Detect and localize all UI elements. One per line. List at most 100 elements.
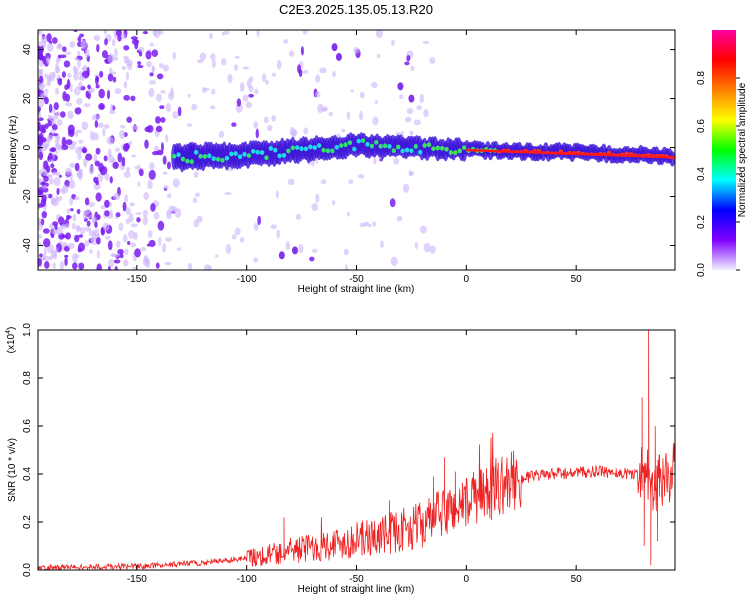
spectrogram-noise-blob: [47, 174, 53, 178]
spectrogram-noise-blob: [94, 75, 99, 85]
spectrogram-band-core: [185, 158, 190, 164]
spectrogram-noise-blob: [283, 39, 289, 44]
spectrogram-noise-blob: [242, 94, 249, 102]
spectrogram-noise-blob: [64, 254, 69, 258]
spectrogram-noise-blob: [423, 242, 431, 253]
spectrogram-noise-blob: [199, 52, 207, 61]
spectrogram-noise-blob: [223, 30, 230, 35]
spectrogram-noise-blob: [134, 165, 138, 170]
spectrogram-noise-blob: [116, 240, 121, 248]
spectrogram-noise-blob: [58, 216, 65, 225]
spectrogram-noise-blob: [58, 195, 63, 202]
spectrogram-noise-blob: [88, 165, 94, 175]
spectrogram-noise-blob: [94, 160, 101, 167]
spectrogram-band-core: [171, 153, 177, 159]
spectrogram-noise-blob: [59, 54, 67, 59]
spectrogram-noise-blob: [111, 38, 116, 47]
spectrogram-noise-blob: [47, 134, 53, 142]
spectrogram-noise-blob: [54, 247, 59, 253]
spectrogram-noise-blob: [40, 198, 47, 207]
spectrogram-noise-blob: [414, 241, 418, 250]
spectrogram-noise-blob: [202, 87, 207, 94]
spectrogram-noise-blob: [346, 111, 351, 120]
spectrogram-noise-blob: [261, 73, 267, 82]
spectrogram-y-tick-label: 0: [22, 144, 33, 150]
spectrogram-noise-blob: [117, 152, 123, 163]
spectrogram-noise-blob: [114, 88, 122, 95]
spectrogram-noise-blob: [130, 95, 136, 102]
spectrogram-noise-blob: [66, 208, 71, 214]
spectrogram-noise-blob: [119, 124, 126, 129]
spectrogram-noise-blob: [321, 107, 328, 112]
spectrogram-noise-blob: [68, 179, 76, 189]
spectrogram-noise-blob: [341, 128, 346, 133]
spectrogram-noise-blob: [42, 184, 47, 189]
spectrogram-noise-blob: [136, 217, 141, 223]
spectrogram-noise-blob: [57, 54, 62, 59]
spectrogram-noise-blob: [160, 142, 164, 152]
spectrogram-band-core: [435, 145, 440, 151]
spectrogram-noise-blob: [151, 49, 159, 58]
spectrogram-noise-blob: [138, 51, 143, 57]
spectrogram-noise-blob: [87, 84, 91, 90]
spectrogram-noise-blob: [155, 262, 160, 269]
spectrogram-noise-blob: [57, 42, 62, 49]
spectrogram-noise-blob: [104, 199, 110, 208]
spectrogram-noise-blob: [38, 217, 42, 224]
spectrogram-noise-blob: [123, 45, 130, 51]
spectrogram-noise-blob: [55, 65, 60, 74]
spectrogram-noise-blob: [46, 81, 52, 87]
spectrogram-band-core: [422, 142, 427, 148]
spectrogram-noise-blob: [156, 73, 164, 80]
spectrogram-noise-blob: [143, 192, 150, 200]
spectrogram-noise-blob: [132, 266, 137, 270]
spectrogram-noise-blob: [55, 195, 59, 202]
spectrogram-noise-blob: [73, 71, 79, 81]
snr-y-multiplier-close: ): [6, 327, 17, 330]
spectrogram-band-core: [431, 146, 436, 152]
spectrogram-noise-blob: [210, 53, 216, 61]
spectrogram-band-core: [444, 146, 449, 152]
spectrogram-noise-blob: [288, 50, 295, 57]
spectrogram-noise-blob: [73, 234, 80, 243]
spectrogram-noise-blob: [159, 105, 165, 110]
spectrogram-band-core: [457, 148, 462, 154]
spectrogram-noise-blob: [38, 135, 44, 146]
snr-y-multiplier-exp: 4: [5, 330, 12, 334]
spectrogram-noise-blob: [98, 88, 105, 99]
spectrogram-noise-blob: [367, 223, 372, 228]
spectrogram-noise-blob: [53, 102, 59, 111]
colorbar-tick-label: 0.8: [696, 71, 707, 85]
spectrogram-noise-blob: [311, 203, 319, 212]
spectrogram-noise-blob: [74, 86, 81, 96]
spectrogram-noise-blob: [77, 153, 82, 160]
spectrogram-noise-blob: [86, 220, 91, 227]
spectrogram-band-core: [198, 153, 203, 159]
colorbar-label: Normalized spectral amplitude: [737, 82, 748, 217]
spectrogram-noise-blob: [249, 76, 254, 83]
spectrogram-band-core: [246, 153, 252, 158]
spectrogram-noise-blob: [102, 222, 110, 231]
spectrogram-noise-blob: [93, 176, 99, 184]
spectrogram-noise-blob: [76, 208, 81, 215]
spectrogram-noise-blob: [149, 72, 154, 77]
spectrogram-band-core: [330, 148, 335, 154]
spectrogram-band-core: [404, 147, 410, 153]
spectrogram-noise-blob: [125, 218, 130, 225]
spectrogram-noise-blob: [253, 222, 259, 231]
spectrogram-noise-blob: [93, 34, 101, 42]
spectrogram-noise-blob: [142, 209, 149, 218]
spectrogram-noise-blob: [309, 256, 315, 262]
snr-y-label: SNR (10 * v/v): [7, 438, 18, 502]
spectrogram-noise-blob: [125, 59, 133, 67]
spectrogram-noise-blob: [100, 227, 104, 235]
spectrogram-noise-blob: [359, 222, 366, 228]
spectrogram-band-core: [558, 149, 563, 153]
spectrogram-noise-blob: [257, 215, 261, 226]
spectrogram-noise-blob: [231, 233, 237, 240]
spectrogram-noise-blob: [350, 89, 354, 93]
spectrogram-noise-blob: [61, 136, 67, 147]
spectrogram-noise-blob: [46, 74, 52, 82]
spectrogram-y-tick-label: -40: [22, 238, 33, 253]
spectrogram-noise-blob: [157, 30, 164, 35]
